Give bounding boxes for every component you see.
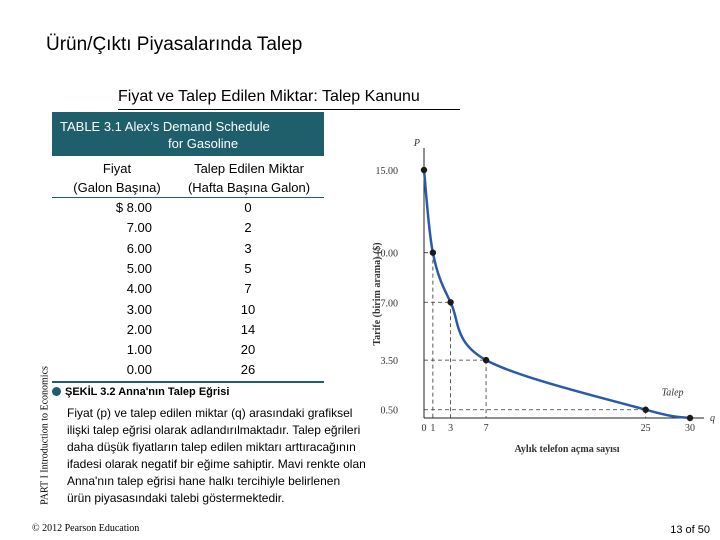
demand-curve-point [447, 299, 454, 306]
demand-curve-point [420, 166, 428, 174]
y-tick-label: 3.50 [381, 356, 399, 367]
column-header-quantity: Talep Edilen Miktar (Hafta Başına Galon) [176, 159, 322, 197]
demand-curve-point [429, 249, 437, 256]
table-cell-price: 2.00 [126, 321, 152, 337]
y-tick-label: 0.50 [381, 406, 399, 417]
y-tick-label: 7.00 [381, 298, 399, 309]
y-tick-label: 15.00 [376, 166, 399, 177]
demand-curve-chart: 15.00 10.00 7.00 3.50 0.50 0 1 3 7 25 30 Pq Aylık te… [372, 138, 715, 455]
table-cell-quantity: 2 [244, 220, 252, 236]
figure-label-text: ŞEKİL 3.2 Anna'nın Talep Eğrisi [65, 386, 230, 398]
table-cell-price: 7.00 [126, 220, 152, 236]
table-cell-quantity: 7 [244, 281, 252, 297]
bullet-icon [52, 387, 61, 396]
table-cell-quantity: 20 [240, 342, 256, 358]
table-cell-price: 5.00 [126, 260, 152, 276]
chart-labels: 15.00 10.00 7.00 3.50 0.50 0 1 3 7 25 30 Pq Aylık te… [372, 138, 715, 455]
table-cell-price: $ 8.00 [115, 200, 152, 215]
column-header-quantity-line2: (Hafta Başına Galon) [187, 180, 311, 195]
x-tick-label: 3 [448, 423, 453, 434]
slide-title: Ürün/Çıktı Piyasalarında Talep [46, 34, 303, 55]
chart-axes [423, 148, 704, 419]
side-part-label: PART I Introduction to Economics [39, 366, 51, 505]
chart-series [420, 166, 694, 422]
y-axis-symbol: P [413, 138, 420, 149]
table-cell-quantity: 5 [244, 260, 252, 276]
x-tick-label: 0 [422, 423, 427, 434]
table-cell-quantity: 14 [240, 321, 256, 337]
figure-label: ŞEKİL 3.2 Anna'nın Talep Eğrisi [52, 386, 229, 398]
table-cell-price: 4.00 [126, 281, 152, 297]
x-axis-title: Aylık telefon açma sayısı [514, 444, 619, 455]
table-cell-price: 0.00 [126, 362, 152, 378]
table-header: TABLE 3.1 Alex’s Demand Schedule for Gas… [52, 112, 324, 156]
table-cell-quantity: 26 [240, 362, 256, 378]
demand-curve-point [642, 406, 649, 413]
column-header-price-line2: (Galon Başına) [73, 180, 161, 195]
chart-guides [423, 170, 647, 418]
table-bottom-rule [52, 381, 324, 383]
table-cell-quantity: 10 [240, 301, 256, 317]
table-header-line2: for Gasoline [168, 136, 239, 151]
table-cell-quantity: 3 [244, 240, 252, 256]
table-header-line1: TABLE 3.1 Alex’s Demand Schedule [60, 119, 270, 134]
copyright-notice: © 2012 Pearson Education [32, 523, 140, 534]
y-axis-title: Tarife (birim arama) ($) [372, 242, 383, 345]
table-cell-price: 6.00 [126, 240, 152, 256]
slide-subtitle: Fiyat ve Talep Edilen Miktar: Talep Kanu… [118, 88, 420, 105]
page-number: 13 of 50 [670, 524, 710, 536]
table-cell-price: 3.00 [126, 301, 152, 317]
x-tick-label: 7 [484, 423, 489, 434]
y-tick-label: 10.00 [376, 249, 399, 260]
figure-caption: Fiyat (p) ve talep edilen miktar (q) ara… [67, 406, 366, 505]
x-tick-label: 1 [430, 423, 435, 434]
column-header-price-line1: Fiyat [102, 161, 132, 176]
demand-curve-point [482, 356, 490, 364]
table-cell-quantity: 0 [244, 200, 252, 215]
demand-curve-line [422, 169, 691, 420]
subtitle-underline [118, 109, 460, 110]
column-header-price: Fiyat (Galon Başına) [58, 159, 176, 197]
column-header-quantity-line1: Talep Edilen Miktar [194, 161, 304, 176]
table-header-rule [52, 197, 324, 198]
x-tick-label: 25 [641, 423, 651, 434]
x-axis-symbol: q [710, 413, 715, 424]
curve-label: Talep [662, 388, 684, 399]
demand-curve-point [686, 414, 694, 422]
table-cell-price: 1.00 [126, 342, 152, 358]
x-tick-label: 30 [685, 423, 695, 434]
